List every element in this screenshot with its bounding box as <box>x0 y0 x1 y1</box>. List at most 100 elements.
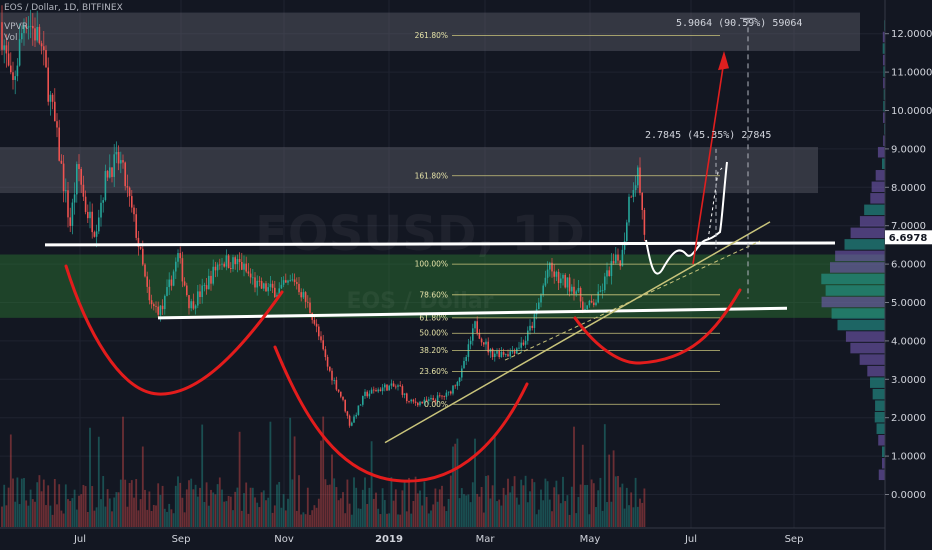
candle-body <box>465 356 467 361</box>
candle-body <box>14 76 16 80</box>
candle-body <box>322 340 324 350</box>
candle-body <box>131 196 133 208</box>
candle-body <box>621 249 624 267</box>
candle-body <box>80 168 82 185</box>
volume-bar <box>590 479 593 527</box>
candle-body <box>423 399 426 404</box>
volume-bar <box>353 477 355 527</box>
candle-body <box>417 402 419 406</box>
candle-body <box>637 167 639 186</box>
volume-bar <box>152 504 155 527</box>
vpvr-bar <box>870 193 885 204</box>
candle-body <box>29 25 32 27</box>
volume-bar <box>403 480 406 527</box>
candle-body <box>399 385 401 387</box>
candle-body <box>551 262 553 272</box>
candle-body <box>199 291 201 298</box>
volume-bar <box>49 505 52 527</box>
candle-body <box>10 65 12 73</box>
volume-bar <box>216 484 219 527</box>
volume-bar <box>469 502 472 527</box>
candle-body <box>586 305 588 310</box>
candle-body <box>601 290 604 291</box>
volume-bar <box>234 491 237 527</box>
volume-bar <box>357 508 360 527</box>
candle-body <box>155 306 157 307</box>
volume-bar <box>573 426 575 527</box>
volume-bar <box>438 489 441 527</box>
volume-bar <box>254 497 256 527</box>
candle-body <box>406 393 408 402</box>
volume-bar <box>553 487 556 527</box>
candle-body <box>122 160 124 163</box>
candle-body <box>511 351 514 353</box>
volume-bar <box>267 497 270 527</box>
volume-bar <box>526 502 529 527</box>
volume-bar <box>394 489 397 527</box>
measure-label-2: 2.7845 (45.35%) 27845 <box>645 130 771 141</box>
candles-layer <box>1 5 646 428</box>
symbol-title[interactable]: EOS / Dollar, 1D, BITFINEX <box>4 3 123 13</box>
neckline-upper <box>44 241 836 247</box>
price-tick-label: 10.0000 <box>891 106 932 117</box>
candle-body <box>210 275 212 284</box>
candle-body <box>527 330 529 341</box>
volume-bar <box>577 497 580 527</box>
volume-bar <box>192 489 195 527</box>
candle-body <box>524 340 527 345</box>
volume-bar <box>58 484 61 527</box>
volume-bar <box>454 443 457 527</box>
candle-body <box>254 277 256 288</box>
price-tick-label: 8.0000 <box>891 183 926 194</box>
candle-body <box>205 285 208 290</box>
candle-body <box>485 341 487 345</box>
time-axis[interactable]: Jul Sep Nov 2019 Mar May Jul Sep <box>0 527 885 545</box>
candle-body <box>502 352 505 355</box>
candle-body <box>100 202 102 218</box>
vpvr-layer <box>821 20 885 481</box>
volume-bar <box>295 510 298 527</box>
candle-body <box>505 354 507 356</box>
vpvr-bar <box>850 342 885 354</box>
price-axis[interactable]: 0.0000 1.0000 2.0000 3.0000 4.0000 5.0000 6.00… <box>884 0 932 550</box>
vpvr-bar <box>871 181 885 193</box>
volume-bar <box>408 477 410 527</box>
candle-body <box>520 342 522 348</box>
volume-bar <box>276 484 278 527</box>
volume-bar <box>430 510 432 527</box>
vpvr-bar <box>883 100 885 112</box>
volume-bar <box>260 492 263 527</box>
candle-body <box>25 24 27 28</box>
volume-bar <box>359 508 362 527</box>
volume-indicator-label[interactable]: Vol <box>4 33 18 43</box>
candle-body <box>267 287 269 292</box>
volume-bar <box>203 502 206 527</box>
watermark-main: EOSUSD, 1D <box>255 206 585 262</box>
volume-bar <box>190 478 193 527</box>
candle-body <box>344 399 346 412</box>
candle-body <box>439 395 441 397</box>
candle-body <box>408 401 410 402</box>
volume-bar <box>445 511 448 527</box>
candle-body <box>128 187 131 197</box>
candle-body <box>304 292 307 302</box>
price-tick-label: 9.0000 <box>891 144 926 155</box>
volume-bar <box>95 507 98 527</box>
candle-body <box>599 290 602 292</box>
volume-bar <box>258 507 261 527</box>
vpvr-indicator-label[interactable]: VPVR <box>4 22 28 32</box>
volume-bar <box>447 498 450 527</box>
candle-body <box>346 411 349 416</box>
candle-body <box>626 222 628 242</box>
candle-body <box>357 405 360 415</box>
candle-body <box>164 295 166 310</box>
volume-bar <box>240 510 243 527</box>
candle-body <box>186 285 188 296</box>
volume-bar <box>579 484 582 527</box>
volume-bar <box>104 506 107 527</box>
candle-body <box>82 184 85 197</box>
candle-body <box>604 276 606 291</box>
volume-bar <box>348 503 351 527</box>
candle-body <box>5 45 8 54</box>
